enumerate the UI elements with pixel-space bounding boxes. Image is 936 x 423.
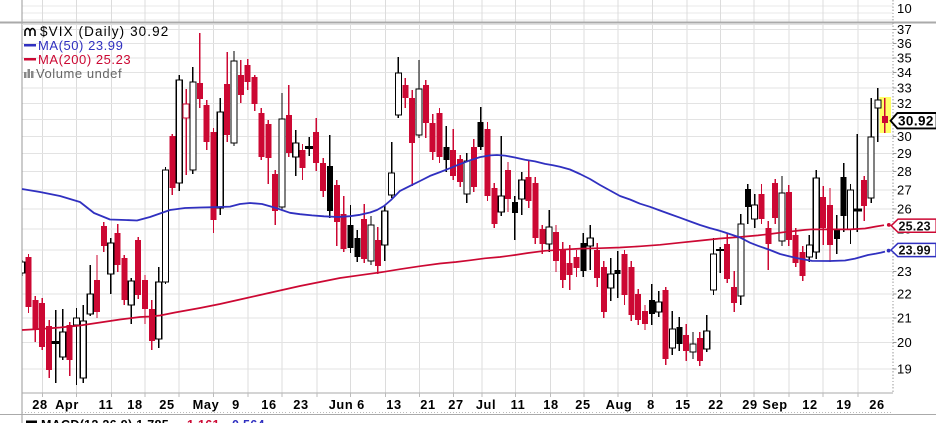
svg-text:36: 36 <box>897 36 912 51</box>
svg-text:Jul: Jul <box>476 397 496 412</box>
svg-text:35: 35 <box>897 50 912 65</box>
svg-text:19: 19 <box>897 361 912 376</box>
svg-text:27: 27 <box>897 183 912 198</box>
svg-text:23: 23 <box>293 397 308 412</box>
svg-text:1.161,: 1.161, <box>187 418 224 423</box>
svg-text:19: 19 <box>836 397 851 412</box>
svg-text:13: 13 <box>386 397 401 412</box>
svg-text:11: 11 <box>99 397 114 412</box>
svg-text:MA(200) 25.23: MA(200) 25.23 <box>38 52 131 67</box>
svg-text:Apr: Apr <box>55 397 79 412</box>
svg-text:Sep: Sep <box>762 397 787 412</box>
svg-text:37: 37 <box>897 22 912 37</box>
svg-text:25.23: 25.23 <box>899 219 931 233</box>
svg-text:MA(50) 23.99: MA(50) 23.99 <box>38 38 123 53</box>
svg-text:18: 18 <box>543 397 558 412</box>
svg-text:Volume undef: Volume undef <box>36 66 122 81</box>
svg-text:15: 15 <box>675 397 690 412</box>
svg-text:25: 25 <box>575 397 590 412</box>
svg-text:21: 21 <box>897 310 912 325</box>
svg-text:32: 32 <box>897 96 912 111</box>
svg-text:33: 33 <box>897 80 912 95</box>
svg-text:12: 12 <box>802 397 817 412</box>
svg-text:$VIX (Daily) 30.92: $VIX (Daily) 30.92 <box>40 24 169 39</box>
svg-text:28: 28 <box>32 397 47 412</box>
svg-text:29: 29 <box>897 146 912 161</box>
svg-text:16: 16 <box>261 397 276 412</box>
svg-text:30.92: 30.92 <box>898 114 934 129</box>
svg-text:10: 10 <box>897 1 912 16</box>
svg-text:9: 9 <box>232 397 240 412</box>
svg-text:26: 26 <box>897 202 912 217</box>
svg-text:25: 25 <box>159 397 174 412</box>
svg-text:8: 8 <box>647 397 655 412</box>
svg-text:Aug: Aug <box>606 397 633 412</box>
svg-text:18: 18 <box>127 397 142 412</box>
svg-text:23: 23 <box>897 264 912 279</box>
svg-text:Jun: Jun <box>329 397 354 412</box>
svg-text:21: 21 <box>420 397 435 412</box>
svg-text:30: 30 <box>897 129 912 144</box>
svg-text:28: 28 <box>897 164 912 179</box>
svg-text:26: 26 <box>869 397 884 412</box>
svg-text:22: 22 <box>897 287 912 302</box>
svg-text:0.564: 0.564 <box>232 418 265 423</box>
svg-text:20: 20 <box>897 335 912 350</box>
svg-text:27: 27 <box>448 397 463 412</box>
svg-text:11: 11 <box>511 397 526 412</box>
svg-text:22: 22 <box>708 397 723 412</box>
svg-text:29: 29 <box>742 397 757 412</box>
svg-text:May: May <box>193 397 220 412</box>
svg-text:6: 6 <box>357 397 365 412</box>
svg-text:23.99: 23.99 <box>899 244 931 258</box>
svg-text:MACD(12,26,9) 1.785,: MACD(12,26,9) 1.785, <box>41 418 173 423</box>
svg-text:34: 34 <box>897 65 912 80</box>
